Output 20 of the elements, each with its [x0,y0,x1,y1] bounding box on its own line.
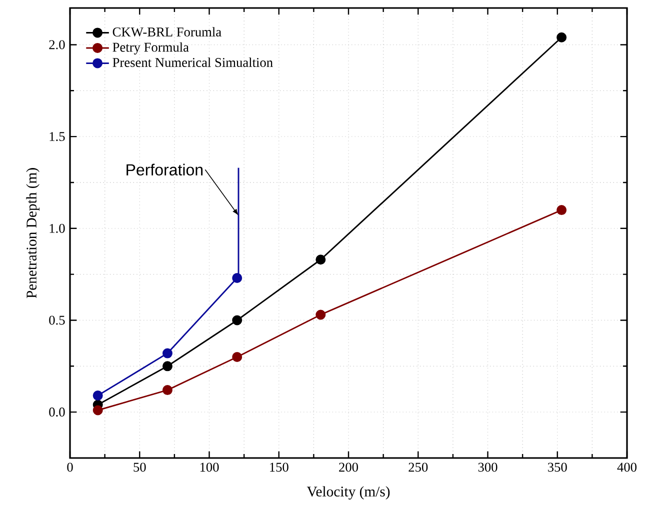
y-tick-label: 0.5 [49,316,65,325]
y-axis-title: Penetration Depth (m) [26,168,40,298]
y-tick-label: 1.5 [50,132,65,142]
y-tick-label: 0.0 [49,408,65,417]
x-tick-label: 150 [270,462,288,472]
x-tick-label: 300 [478,462,498,472]
annotation: Perforation [126,164,203,176]
legend-label: CKW-BRL Forumla [112,27,222,37]
legend-label: Present Numerical Simualtion [112,58,273,67]
y-tick-label: 1.0 [50,224,65,233]
x-tick-label: 250 [408,462,428,472]
x-axis-title: Velocity (m/s) [306,486,390,500]
x-tick-label: 400 [617,462,637,472]
x-tick-label: 50 [134,462,146,472]
legend-label: Petry Formula [112,42,189,54]
x-tick-label: 100 [200,462,219,472]
x-tick-label: 200 [339,462,358,472]
x-tick-label: 0 [67,462,73,472]
y-tick-label: 2.0 [49,40,65,50]
x-tick-label: 350 [548,462,567,472]
